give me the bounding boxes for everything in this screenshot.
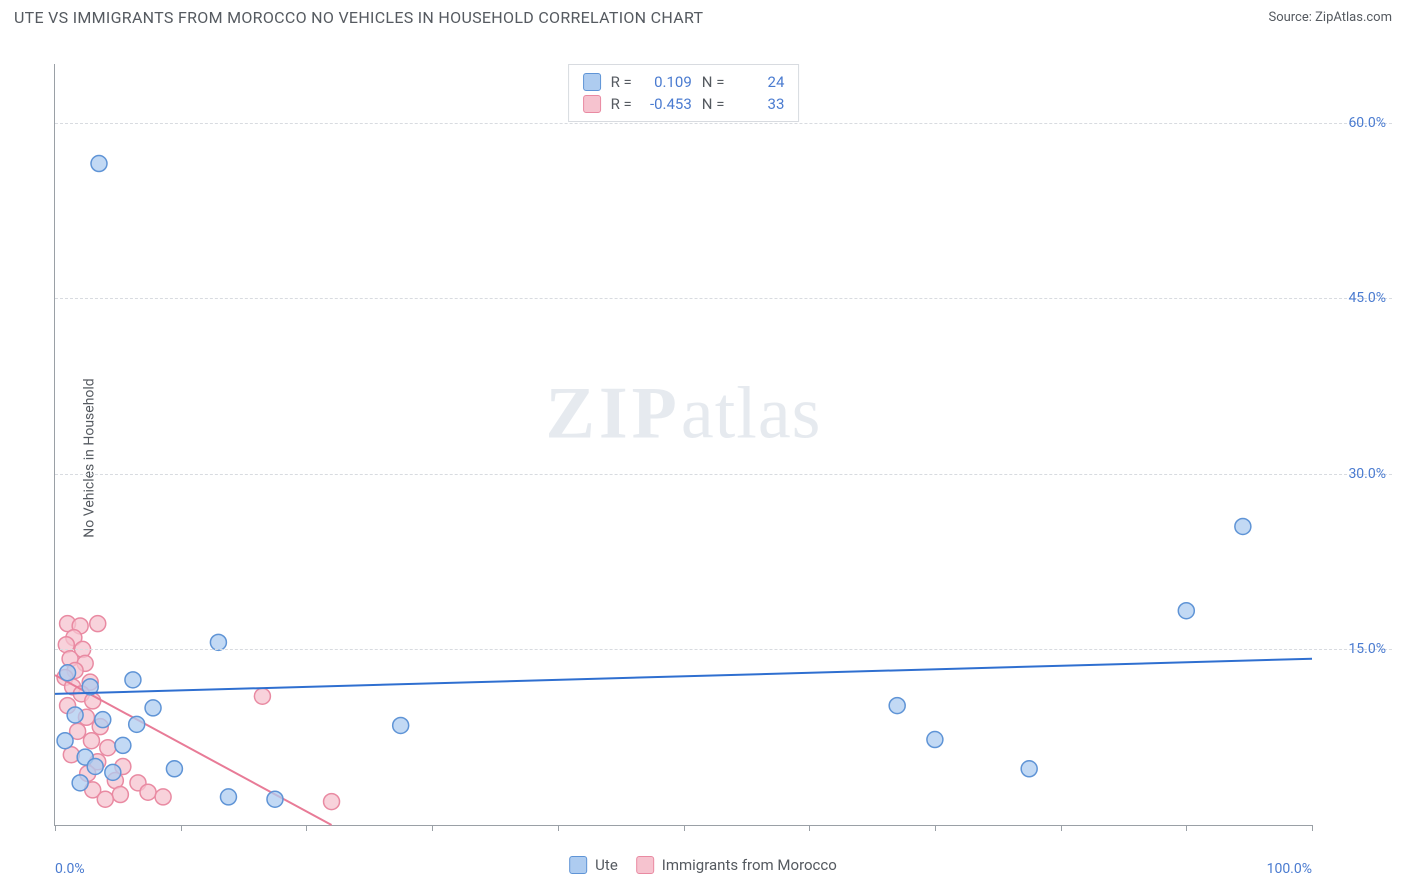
x-tick-label: 0.0% bbox=[55, 861, 85, 877]
source-prefix: Source: bbox=[1268, 10, 1315, 25]
x-tick bbox=[55, 825, 56, 831]
legend-label-2: Immigrants from Morocco bbox=[662, 856, 837, 874]
data-point bbox=[1021, 761, 1037, 777]
data-point bbox=[57, 733, 73, 749]
data-point bbox=[129, 716, 145, 732]
chart-svg bbox=[55, 64, 1312, 825]
x-tick bbox=[1061, 825, 1062, 831]
trend-line bbox=[55, 659, 1312, 694]
r-label: R = bbox=[611, 93, 632, 115]
chart-title: UTE VS IMMIGRANTS FROM MOROCCO NO VEHICL… bbox=[14, 8, 703, 27]
data-point bbox=[393, 717, 409, 733]
plot-area: ZIPatlas R = 0.109 N = 24 R = -0.453 N =… bbox=[54, 64, 1312, 826]
x-tick bbox=[1186, 825, 1187, 831]
data-point bbox=[90, 616, 106, 632]
data-point bbox=[97, 791, 113, 807]
y-tick-label: 45.0% bbox=[1348, 290, 1386, 306]
gridline bbox=[55, 298, 1392, 299]
chart-header: UTE VS IMMIGRANTS FROM MOROCCO NO VEHICL… bbox=[0, 0, 1406, 31]
data-point bbox=[145, 700, 161, 716]
data-point bbox=[210, 634, 226, 650]
legend-row-series-1: R = 0.109 N = 24 bbox=[583, 71, 785, 93]
legend-row-series-2: R = -0.453 N = 33 bbox=[583, 93, 785, 115]
r-label: R = bbox=[611, 71, 632, 93]
y-tick-label: 15.0% bbox=[1348, 641, 1386, 657]
data-point bbox=[100, 740, 116, 756]
correlation-legend: R = 0.109 N = 24 R = -0.453 N = 33 bbox=[568, 64, 800, 122]
gridline bbox=[55, 649, 1392, 650]
legend-swatch-1 bbox=[583, 73, 601, 91]
data-point bbox=[67, 707, 83, 723]
x-tick-label: 100.0% bbox=[1267, 861, 1312, 877]
data-point bbox=[83, 733, 99, 749]
data-point bbox=[1178, 603, 1194, 619]
data-point bbox=[87, 758, 103, 774]
data-point bbox=[60, 665, 76, 681]
data-point bbox=[95, 712, 111, 728]
data-point bbox=[140, 784, 156, 800]
data-point bbox=[254, 688, 270, 704]
data-point bbox=[889, 698, 905, 714]
data-point bbox=[324, 794, 340, 810]
n-label: N = bbox=[702, 71, 725, 93]
r-value-2: -0.453 bbox=[642, 93, 692, 115]
data-point bbox=[112, 787, 128, 803]
x-tick bbox=[1312, 825, 1313, 831]
source-name: ZipAtlas.com bbox=[1315, 10, 1392, 25]
trend-line bbox=[55, 675, 332, 825]
source-attribution: Source: ZipAtlas.com bbox=[1268, 10, 1392, 25]
gridline bbox=[55, 123, 1392, 124]
legend-item-2: Immigrants from Morocco bbox=[636, 856, 837, 874]
data-point bbox=[1235, 518, 1251, 534]
x-tick bbox=[306, 825, 307, 831]
data-point bbox=[91, 156, 107, 172]
data-point bbox=[125, 672, 141, 688]
x-tick bbox=[432, 825, 433, 831]
legend-swatch-icon bbox=[569, 856, 587, 874]
x-tick bbox=[558, 825, 559, 831]
legend-item-1: Ute bbox=[569, 856, 618, 874]
data-point bbox=[115, 737, 131, 753]
data-point bbox=[166, 761, 182, 777]
gridline bbox=[55, 474, 1392, 475]
x-tick bbox=[935, 825, 936, 831]
n-value-1: 24 bbox=[734, 71, 784, 93]
legend-swatch-icon bbox=[636, 856, 654, 874]
series-legend: Ute Immigrants from Morocco bbox=[569, 856, 837, 874]
legend-label-1: Ute bbox=[595, 856, 618, 874]
data-point bbox=[72, 775, 88, 791]
data-point bbox=[927, 732, 943, 748]
data-point bbox=[155, 789, 171, 805]
x-tick bbox=[181, 825, 182, 831]
data-point bbox=[267, 791, 283, 807]
n-label: N = bbox=[702, 93, 725, 115]
chart-container: No Vehicles in Household ZIPatlas R = 0.… bbox=[14, 34, 1392, 882]
x-tick bbox=[684, 825, 685, 831]
r-value-1: 0.109 bbox=[642, 71, 692, 93]
y-tick-label: 60.0% bbox=[1348, 115, 1386, 131]
n-value-2: 33 bbox=[734, 93, 784, 115]
legend-swatch-2 bbox=[583, 95, 601, 113]
y-tick-label: 30.0% bbox=[1348, 466, 1386, 482]
data-point bbox=[220, 789, 236, 805]
data-point bbox=[105, 764, 121, 780]
x-tick bbox=[809, 825, 810, 831]
